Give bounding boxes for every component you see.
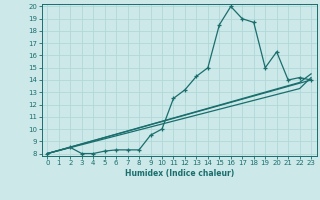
X-axis label: Humidex (Indice chaleur): Humidex (Indice chaleur) [124, 169, 234, 178]
